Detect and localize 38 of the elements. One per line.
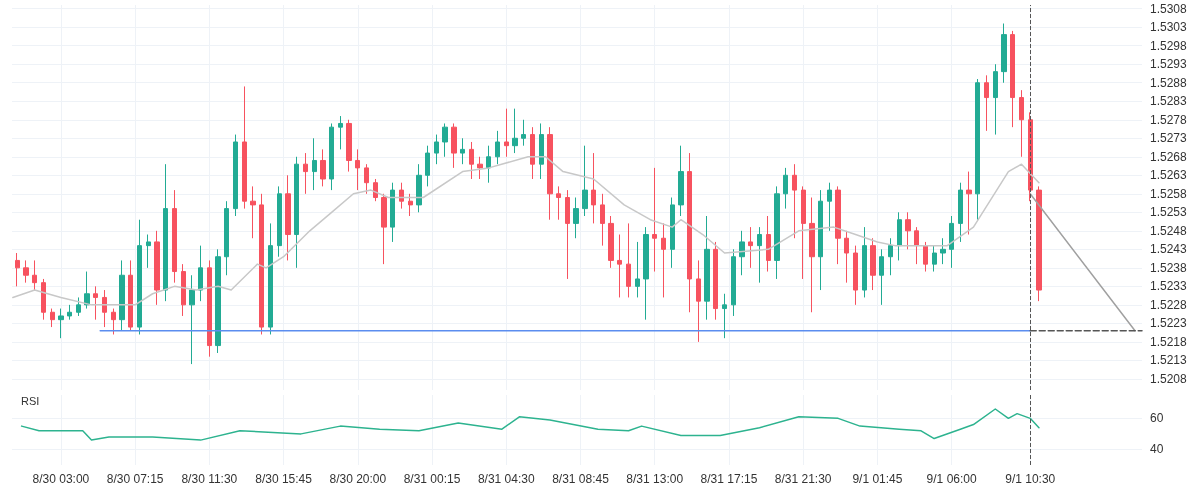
x-tick-label: 9/1 06:00: [926, 472, 977, 486]
chart-title: RSI: [21, 394, 40, 407]
y-tick-label: 1.5298: [1150, 38, 1188, 53]
y-tick-label: 1.5278: [1150, 112, 1188, 127]
y-tick-label: 1.5293: [1150, 57, 1188, 72]
y-tick-label: 1.5303: [1150, 20, 1188, 35]
y-tick-label: 1.5243: [1150, 242, 1188, 257]
y-tick-label: 1.5258: [1150, 186, 1188, 201]
y-tick-label: 1.5273: [1150, 131, 1188, 146]
x-tick-label: 8/31 13:00: [626, 472, 684, 486]
y-tick-label: 1.5208: [1150, 371, 1188, 386]
y-tick-label: 1.5233: [1150, 279, 1188, 294]
y-tick-label: 1.5248: [1150, 223, 1188, 238]
y-tick-label: 1.5263: [1150, 168, 1188, 183]
x-tick-label: 9/1 10:30: [1005, 472, 1056, 486]
x-tick-label: 8/30 11:30: [181, 472, 238, 486]
x-tick-label: 8/31 21:30: [774, 472, 832, 486]
x-tick-label: 8/31 00:15: [403, 472, 461, 486]
y-tick-label: 1.5308: [1150, 1, 1188, 16]
y-tick-label: 1.5223: [1150, 316, 1188, 331]
y-tick-label: 1.5218: [1150, 334, 1188, 349]
y-tick-label: 1.5228: [1150, 297, 1188, 312]
x-tick-label: 8/31 08:45: [552, 472, 610, 486]
x-tick-label: 8/31 04:30: [477, 472, 535, 486]
y-tick-label: 1.5213: [1150, 353, 1188, 368]
x-tick-label: 8/30 15:45: [255, 472, 313, 486]
y-tick-label: 1.5268: [1150, 149, 1188, 164]
y-tick-label: 1.5283: [1150, 94, 1188, 109]
x-tick-label: 8/31 17:15: [700, 472, 758, 486]
x-tick-label: 8/30 03:00: [32, 472, 90, 486]
y-tick-label: 1.5253: [1150, 205, 1188, 220]
y-tick-label: 40: [1150, 442, 1164, 457]
y-tick-label: 1.5238: [1150, 260, 1188, 275]
x-tick-label: 8/30 07:15: [106, 472, 164, 486]
y-tick-label: 60: [1150, 411, 1164, 426]
x-tick-label: 8/30 20:00: [329, 472, 387, 486]
y-tick-label: 1.5288: [1150, 75, 1188, 90]
x-tick-label: 9/1 01:45: [852, 472, 903, 486]
